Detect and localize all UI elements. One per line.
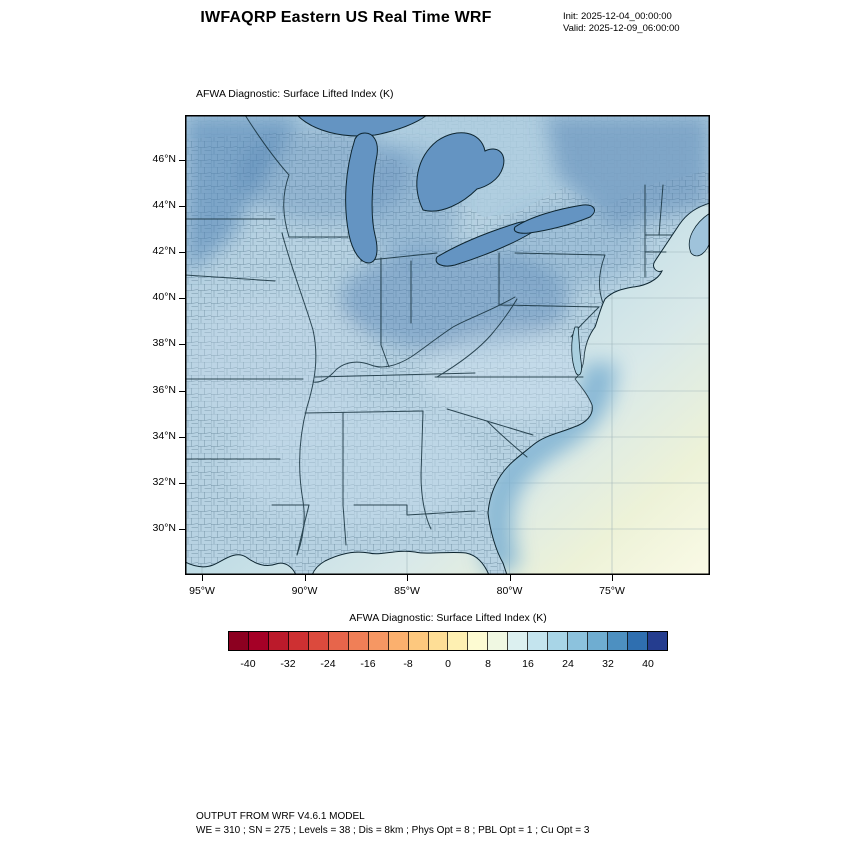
chesapeake-bay: [571, 326, 582, 376]
colorbar-segment: [628, 632, 649, 650]
colorbar-tick-label: 24: [562, 658, 574, 670]
colorbar-segment: [408, 632, 429, 650]
colorbar-tick-label: 0: [445, 658, 451, 670]
lat-tick-label: 40°N: [152, 291, 176, 304]
lat-tickmarks: [179, 115, 185, 575]
lon-tickmarks: [185, 575, 710, 582]
colorbar-segment: [428, 632, 449, 650]
lon-tickmark: [509, 575, 511, 581]
lon-tickmark: [407, 575, 408, 581]
colorbar-segment: [448, 632, 469, 650]
colorbar-segment: [608, 632, 629, 650]
colorbar-tick-label: 40: [642, 658, 654, 670]
colorbar-segment: [528, 632, 549, 650]
model-config-line: WE = 310 ; SN = 275 ; Levels = 38 ; Dis …: [196, 825, 590, 836]
lat-tickmark: [179, 160, 185, 161]
colorbar-tick-labels: -40 -32 -24 -16 -8 0 8 16 24 32 40: [228, 658, 668, 672]
lat-tickmark: [179, 390, 185, 392]
colorbar-segment: [468, 632, 489, 650]
colorbar-tick-label: -40: [240, 658, 256, 670]
map-area: [185, 115, 710, 575]
lat-tick-label: 32°N: [152, 475, 176, 488]
lat-tick-label: 30°N: [152, 521, 176, 534]
colorbar-segment: [308, 632, 329, 650]
colorbar-segment: [588, 632, 609, 650]
lake-michigan: [345, 132, 378, 264]
colorbar-segment: [568, 632, 589, 650]
lat-tick-label: 36°N: [152, 383, 176, 396]
colorbar-segment: [288, 632, 309, 650]
lon-tickmark: [202, 575, 203, 581]
lat-tickmark: [179, 252, 185, 254]
lon-tick-label: 90°W: [291, 585, 318, 597]
run-times: Init: 2025-12-04_00:00:00 Valid: 2025-12…: [563, 11, 680, 35]
lat-tick-label: 42°N: [152, 245, 176, 258]
great-lakes: [296, 115, 595, 267]
lon-axis: 95°W 90°W 85°W 80°W 75°W: [185, 585, 710, 601]
lake-huron: [416, 132, 505, 212]
map-border: [185, 115, 710, 575]
lat-tickmark: [179, 528, 185, 530]
colorbar-tick-label: 32: [602, 658, 614, 670]
lat-tickmark: [179, 436, 185, 438]
lon-tick-label: 95°W: [189, 585, 215, 597]
colorbar-segment: [508, 632, 529, 650]
lake-superior: [296, 115, 428, 137]
lat-tick-label: 46°N: [152, 153, 176, 165]
colorbar-segment: [488, 632, 509, 650]
lat-tickmark: [179, 206, 185, 208]
colorbar-segment: [248, 632, 269, 650]
colorbar-title: AFWA Diagnostic: Surface Lifted Index (K…: [349, 612, 547, 624]
colorbar-segment: [268, 632, 289, 650]
lat-tickmark: [179, 482, 185, 484]
colorbar: [228, 631, 668, 651]
colorbar-segment: [348, 632, 369, 650]
model-info: OUTPUT FROM WRF V4.6.1 MODEL WE = 310 ; …: [196, 810, 589, 838]
colorbar-tick-label: 16: [522, 658, 534, 670]
lon-tick-label: 75°W: [599, 585, 625, 597]
lat-axis: 46°N 44°N 42°N 40°N 38°N 36°N 34°N 32°N 30°N: [136, 115, 178, 575]
lon-tickmark: [612, 575, 613, 581]
lat-tick-label: 44°N: [152, 199, 176, 212]
colorbar-segment: [388, 632, 409, 650]
colorbar-segment: [328, 632, 349, 650]
map-subtitle: AFWA Diagnostic: Surface Lifted Index (K…: [196, 88, 394, 100]
lat-tickmark: [179, 298, 185, 300]
colorbar-segment: [648, 632, 667, 650]
colorbar-tick-label: 8: [485, 658, 491, 670]
lat-tick-label: 34°N: [152, 429, 176, 442]
colorbar-tick-label: -32: [280, 658, 296, 670]
lifted-index-map: [185, 115, 710, 575]
lon-tick-label: 85°W: [394, 585, 420, 597]
colorbar-segment: [229, 632, 249, 650]
init-time: Init: 2025-12-04_00:00:00: [563, 11, 672, 22]
colorbar-segment: [548, 632, 569, 650]
state-boundaries: [185, 115, 673, 556]
lake-ontario: [513, 204, 595, 234]
colorbar-tick-label: -16: [360, 658, 376, 670]
lat-tick-label: 38°N: [152, 337, 176, 350]
model-version-line: OUTPUT FROM WRF V4.6.1 MODEL: [196, 811, 365, 822]
colorbar-tick-label: -8: [403, 658, 413, 670]
lat-tickmark: [179, 344, 185, 346]
plot-title: IWFAQRP Eastern US Real Time WRF: [200, 9, 492, 26]
colorbar-segment: [368, 632, 389, 650]
colorbar-tick-label: -24: [320, 658, 336, 670]
lon-tick-label: 80°W: [496, 585, 523, 597]
lon-tickmark: [304, 575, 306, 581]
valid-time: Valid: 2025-12-09_06:00:00: [563, 23, 680, 34]
nova-scotia-land: [688, 212, 710, 257]
